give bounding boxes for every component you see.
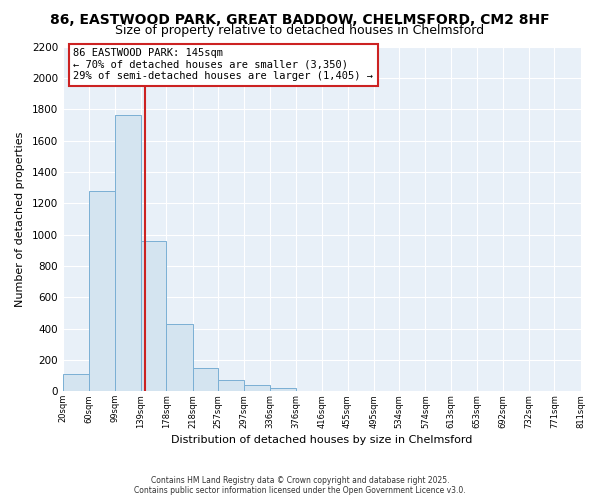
Bar [244,385,270,392]
Bar [270,388,296,392]
Text: 86, EASTWOOD PARK, GREAT BADDOW, CHELMSFORD, CM2 8HF: 86, EASTWOOD PARK, GREAT BADDOW, CHELMSF… [50,12,550,26]
Bar [141,241,166,392]
Bar [193,368,218,392]
Bar [218,380,244,392]
Bar [89,190,115,392]
Bar [63,374,89,392]
Y-axis label: Number of detached properties: Number of detached properties [15,131,25,306]
Bar [115,116,141,392]
Text: Size of property relative to detached houses in Chelmsford: Size of property relative to detached ho… [115,24,485,37]
X-axis label: Distribution of detached houses by size in Chelmsford: Distribution of detached houses by size … [171,435,472,445]
Text: Contains HM Land Registry data © Crown copyright and database right 2025.
Contai: Contains HM Land Registry data © Crown c… [134,476,466,495]
Text: 86 EASTWOOD PARK: 145sqm
← 70% of detached houses are smaller (3,350)
29% of sem: 86 EASTWOOD PARK: 145sqm ← 70% of detach… [73,48,373,82]
Bar [166,324,193,392]
